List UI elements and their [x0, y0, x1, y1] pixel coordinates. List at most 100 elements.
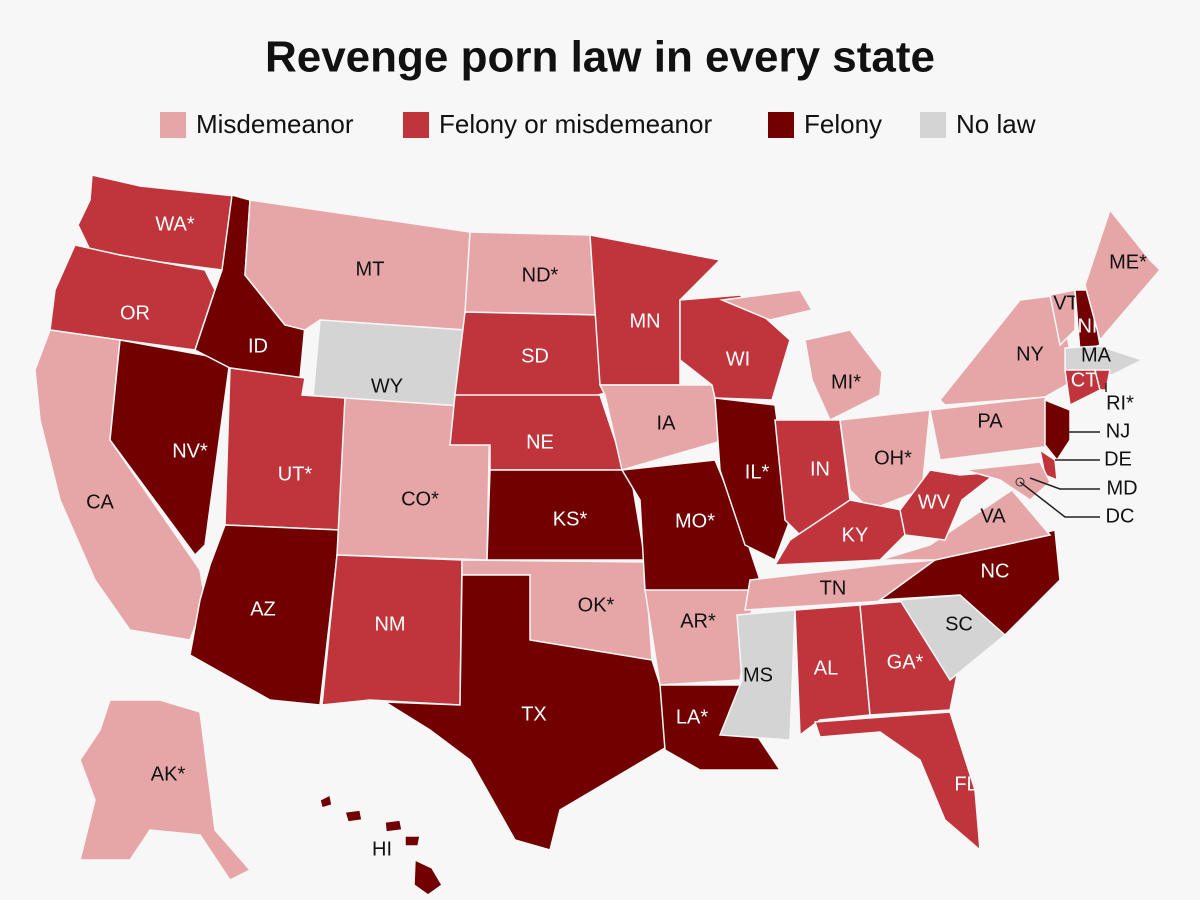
state-shape — [413, 858, 443, 896]
state: NM — [321, 554, 463, 706]
state-label: VA — [980, 505, 1006, 527]
leader-line — [1029, 477, 1100, 490]
state-label: AK* — [151, 763, 186, 785]
state: IL* — [714, 397, 791, 562]
state-shape — [718, 609, 796, 741]
state: KS* — [486, 469, 646, 561]
state-label: CO* — [401, 488, 439, 510]
state-shape — [1084, 208, 1162, 342]
state-label: MS — [743, 664, 773, 686]
state-shape — [382, 574, 671, 851]
state: NJ — [1044, 398, 1130, 462]
state-shape — [899, 469, 1001, 541]
state-shape — [804, 329, 883, 422]
state-label: AZ — [250, 598, 276, 620]
state: MT — [244, 199, 471, 331]
state-label: CA — [86, 491, 114, 513]
state-label: ND* — [522, 264, 559, 286]
state-label: IN — [810, 458, 830, 480]
state-label: ME* — [1109, 251, 1147, 273]
state-label: NE — [526, 431, 554, 453]
state-label: OH* — [874, 447, 912, 469]
state-shape — [719, 289, 814, 321]
state-label: WA* — [155, 213, 194, 235]
state: RI* — [1094, 369, 1134, 414]
legend-swatch — [768, 112, 794, 138]
state-shape — [1049, 289, 1076, 347]
legend-swatch — [160, 112, 186, 138]
state-label: LA* — [676, 706, 708, 728]
state-label: NC — [981, 560, 1010, 582]
state-shape — [714, 397, 791, 562]
state-shape — [644, 589, 756, 686]
state-label: MT — [356, 258, 385, 280]
leader-line — [1019, 481, 1100, 518]
state-label: AR* — [680, 610, 716, 632]
state: SD — [454, 311, 606, 401]
state: TX — [382, 574, 671, 851]
state-label: FL — [954, 773, 977, 795]
state-label: MN — [629, 310, 660, 332]
state-label: SD — [521, 345, 549, 367]
state: AK* — [79, 699, 252, 881]
state-label: TX — [521, 703, 547, 725]
state: FL — [813, 711, 981, 852]
state-label: UT* — [278, 463, 313, 485]
state-label: TN — [820, 577, 847, 599]
state-shape — [879, 489, 1052, 561]
state: NE — [449, 394, 627, 471]
state-label: WV — [918, 491, 951, 513]
state-shape — [839, 409, 931, 511]
state: MA — [1064, 344, 1144, 376]
state-label: OK* — [578, 594, 615, 616]
state-shape — [319, 793, 333, 809]
state-label: DE — [1104, 448, 1132, 470]
state-label: MA — [1081, 344, 1112, 366]
state-shape — [794, 604, 871, 737]
state-label: AL — [814, 657, 838, 679]
state-label: MO* — [675, 510, 715, 532]
state-label: MD — [1106, 477, 1137, 499]
state-label: NY — [1016, 343, 1044, 365]
state: ME* — [1084, 208, 1162, 342]
state: WV — [899, 469, 1001, 541]
legend-swatch — [920, 112, 946, 138]
state-label: NM — [374, 613, 405, 635]
state-label: WI — [726, 348, 750, 370]
state: VT — [1049, 289, 1079, 347]
state-label: GA* — [887, 651, 924, 673]
state-shape — [1074, 289, 1101, 354]
state-shape — [813, 711, 981, 852]
state: AR* — [644, 589, 756, 686]
state: MD — [964, 461, 1138, 501]
state-label: NJ — [1106, 420, 1130, 442]
state-shape — [1064, 345, 1144, 376]
state: MS — [718, 609, 796, 741]
state: VA — [879, 489, 1052, 561]
state: OH* — [839, 409, 931, 511]
state-label: MI* — [831, 371, 861, 393]
legend-swatch — [403, 112, 429, 138]
state-label: ID — [248, 335, 268, 357]
state: MO* — [620, 459, 761, 596]
state-shape — [1044, 398, 1071, 462]
state-shape — [1038, 448, 1058, 482]
state: KY — [773, 499, 906, 566]
state-label: VT — [1053, 292, 1079, 314]
state-shape — [384, 819, 403, 833]
state-label: PA — [977, 410, 1003, 432]
state-label: NV* — [172, 440, 208, 462]
state-label: DC — [1106, 505, 1135, 527]
state: MI* — [719, 289, 883, 422]
state-label: SC — [945, 613, 973, 635]
state-label: IL* — [745, 461, 770, 483]
state-label: OR — [120, 302, 150, 324]
state: AL — [794, 604, 871, 737]
state: HI — [319, 793, 443, 896]
state: AZ — [189, 524, 341, 706]
state-shape — [598, 384, 726, 471]
state: ND* — [464, 231, 601, 316]
state-label: KY — [842, 524, 869, 546]
state: IA — [598, 384, 726, 471]
